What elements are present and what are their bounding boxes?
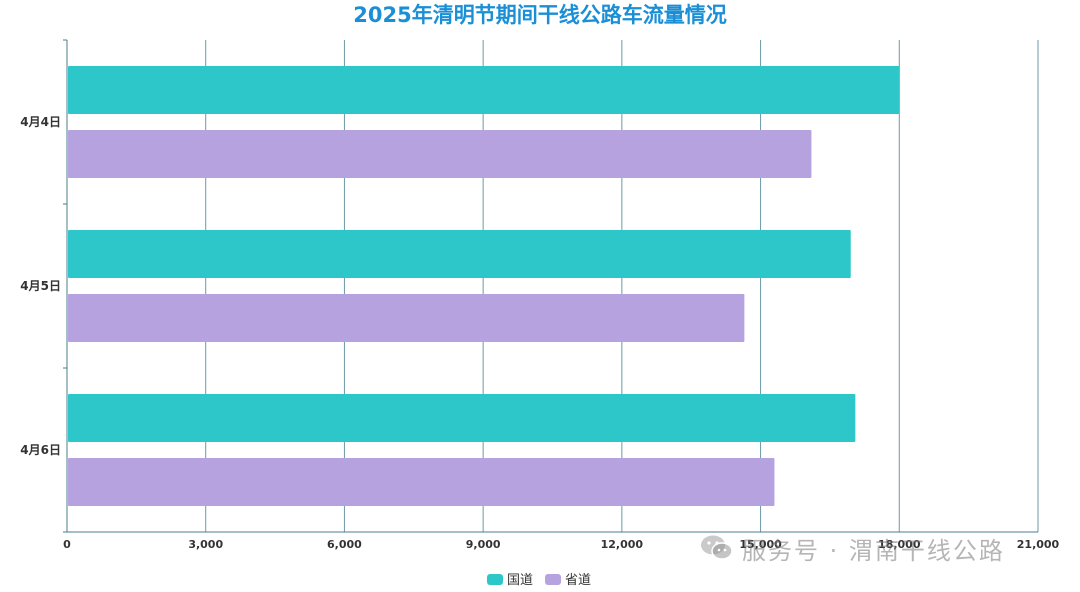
- bar-shengdao-1[interactable]: [68, 130, 812, 178]
- x-tick-label: 3,000: [188, 538, 223, 551]
- legend-label: 省道: [565, 573, 591, 588]
- x-tick-label: 6,000: [327, 538, 362, 551]
- bar-guodao-3[interactable]: [68, 394, 856, 442]
- category-labels: 4月4日 4月5日 4月6日: [20, 115, 61, 457]
- legend-item-guodao[interactable]: 国道: [487, 573, 533, 588]
- watermark-text: 服务号 · 渭南干线公路: [742, 536, 1005, 565]
- bar-guodao-1[interactable]: [68, 66, 900, 114]
- category-label: 4月4日: [20, 115, 61, 129]
- bars: [68, 66, 900, 506]
- x-tick-label: 12,000: [601, 538, 644, 551]
- legend-label: 国道: [507, 573, 533, 588]
- watermark: 服务号 · 渭南干线公路: [700, 530, 1005, 566]
- legend-swatch: [545, 574, 561, 585]
- x-tick-label: 9,000: [466, 538, 501, 551]
- legend-item-shengdao[interactable]: 省道: [545, 573, 591, 588]
- x-tick-label: 15,000: [739, 538, 782, 551]
- category-label: 4月6日: [20, 443, 61, 457]
- bar-shengdao-2[interactable]: [68, 294, 745, 342]
- legend[interactable]: 国道 省道: [487, 573, 591, 588]
- x-tick-labels: 0 3,000 6,000 9,000 12,000 15,000 18,000 21,000: [63, 538, 1059, 551]
- bar-guodao-2[interactable]: [68, 230, 851, 278]
- x-tick-label: 21,000: [1017, 538, 1060, 551]
- legend-swatch: [487, 574, 503, 585]
- wechat-icon: [700, 534, 734, 562]
- axes: [63, 39, 1038, 533]
- chart-title: 2025年清明节期间干线公路车流量情况: [353, 3, 727, 27]
- bar-shengdao-3[interactable]: [68, 458, 775, 506]
- category-label: 4月5日: [20, 279, 61, 293]
- x-tick-label: 18,000: [878, 538, 921, 551]
- x-tick-label: 0: [63, 538, 71, 551]
